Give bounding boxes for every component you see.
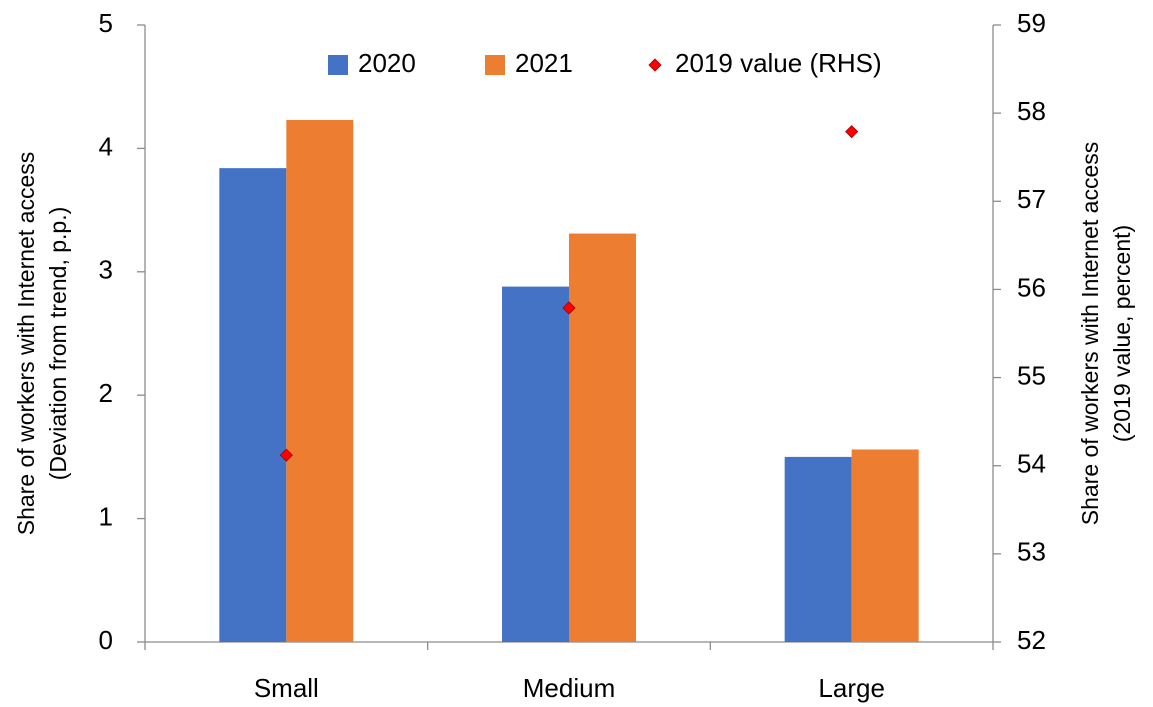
marker [279,448,293,462]
legend-label: 2020 [358,48,416,78]
y2-axis-label: Share of workers with Internet access [1077,142,1103,526]
marker [562,301,576,315]
y2-tick-label: 53 [1017,537,1046,567]
y-tick-label: 3 [99,255,113,285]
y-tick-label: 1 [99,501,113,531]
legend-swatch [328,55,348,75]
y-tick-label: 5 [99,8,113,38]
y2-tick-label: 55 [1017,360,1046,390]
y-tick-label: 2 [99,378,113,408]
y-tick-label: 4 [99,131,113,161]
x-tick-label: Medium [523,673,615,703]
y2-tick-label: 56 [1017,272,1046,302]
y2-tick-label: 54 [1017,449,1046,479]
legend-label: 2021 [515,48,573,78]
y-tick-label: 0 [99,625,113,655]
bar [569,233,636,642]
legend-swatch [648,58,662,72]
bar [851,449,919,642]
x-tick-label: Large [818,673,885,703]
bar [286,120,354,642]
legend-label: 2019 value (RHS) [675,48,882,78]
bar [784,456,852,642]
bar [219,168,287,643]
y2-tick-label: 59 [1017,8,1046,38]
y2-tick-label: 52 [1017,625,1046,655]
y2-tick-label: 57 [1017,184,1046,214]
legend-swatch [485,55,505,75]
y2-tick-label: 58 [1017,96,1046,126]
x-tick-label: Small [254,673,319,703]
y-axis-label: (Deviation from trend, p.p.) [45,207,71,481]
marker [845,125,859,139]
bar [502,286,569,642]
y2-axis-label: (2019 value, percent) [1109,225,1135,442]
y-axis-label: Share of workers with Internet access [13,152,39,536]
